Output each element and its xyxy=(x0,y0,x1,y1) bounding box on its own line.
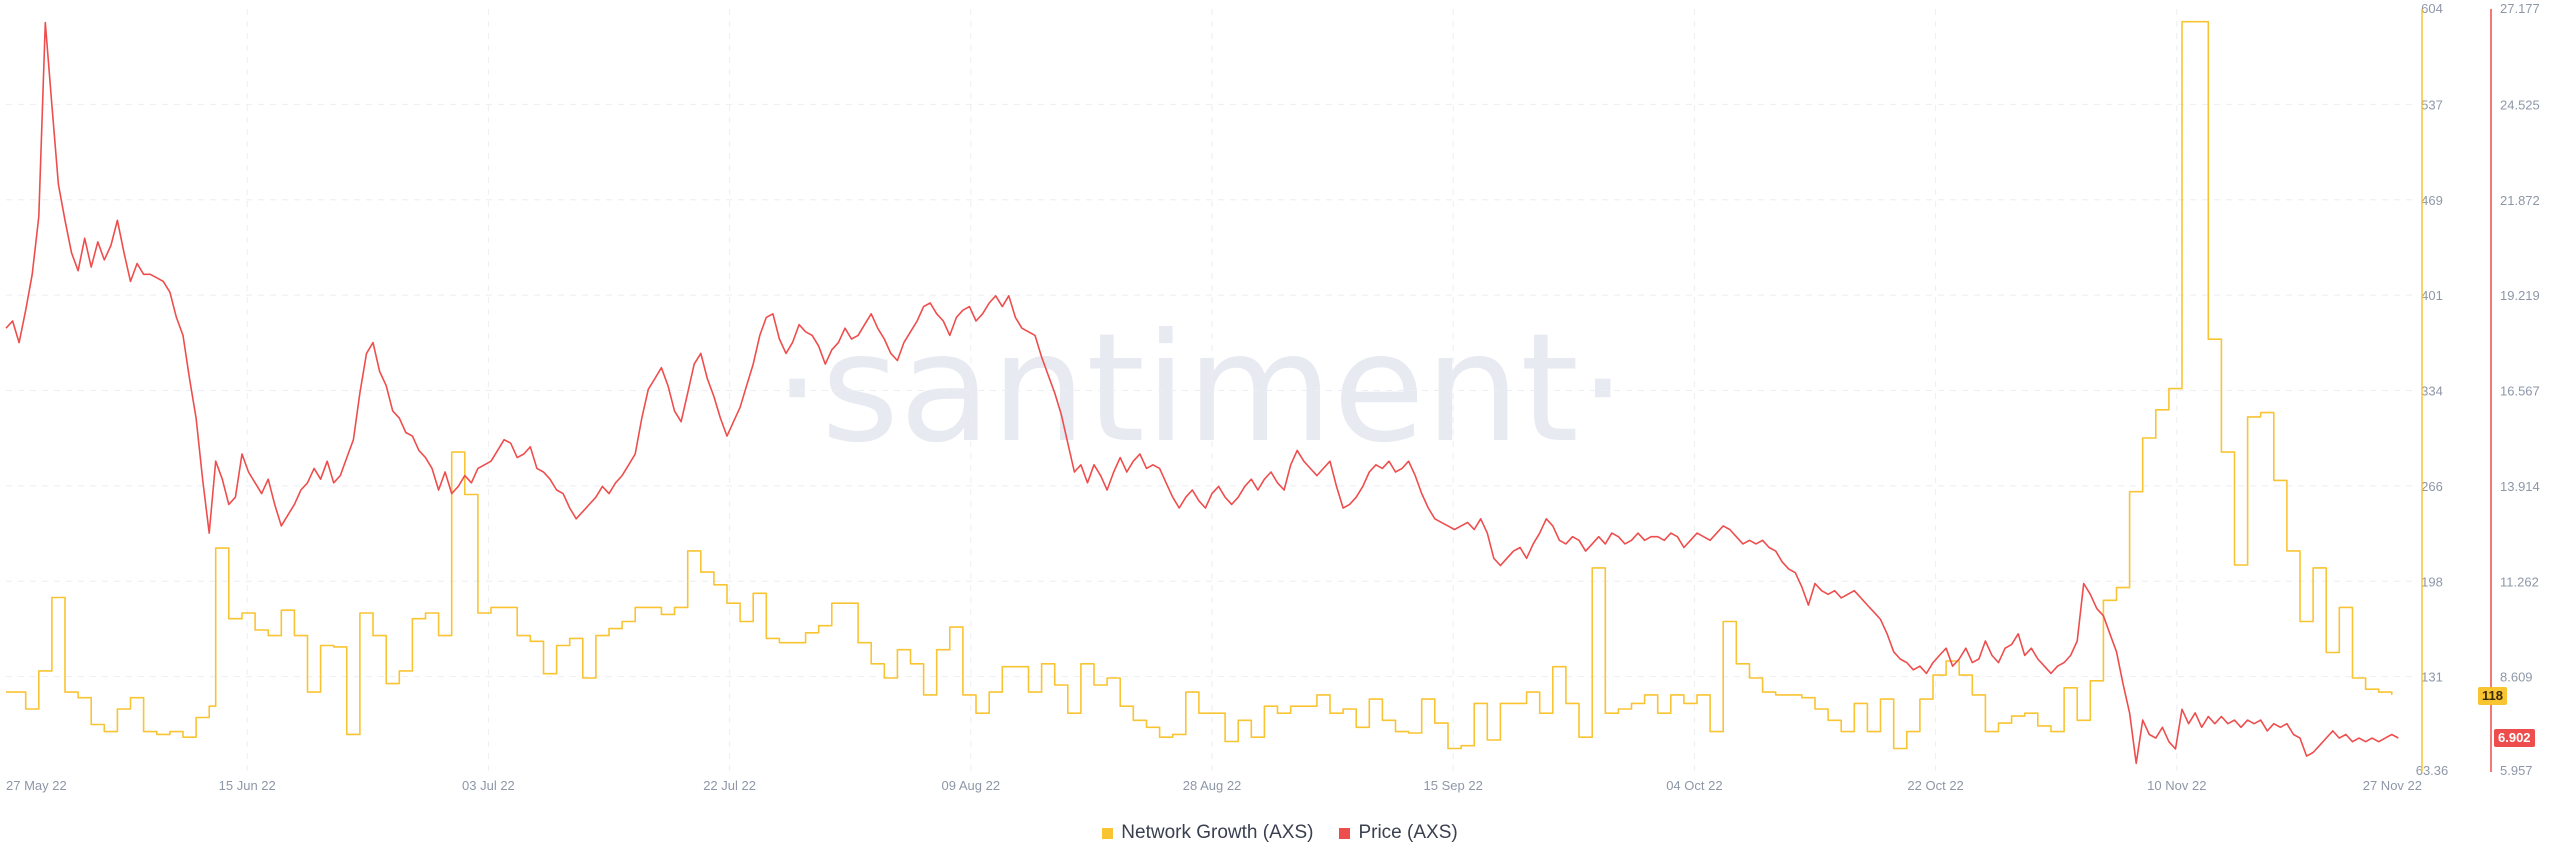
right-axis-tick-label: 5.957 xyxy=(2500,763,2533,778)
network-growth-current-badge: 118 xyxy=(2478,687,2507,705)
right-axis-tick-label: 19.219 xyxy=(2500,288,2540,303)
grid xyxy=(6,9,2418,772)
x-axis-tick-label: 09 Aug 22 xyxy=(942,778,1001,793)
right-axis-tick-label: 13.914 xyxy=(2500,479,2540,494)
right-axis-tick-label: 16.567 xyxy=(2500,384,2540,399)
network-growth-line xyxy=(6,20,2393,750)
x-axis-tick-label: 15 Sep 22 xyxy=(1424,778,1483,793)
left-axis-tick-label: 131 xyxy=(2421,670,2443,685)
x-axis-tick-label: 22 Oct 22 xyxy=(1907,778,1963,793)
x-axis-tick-label: 28 Aug 22 xyxy=(1183,778,1242,793)
series-layer xyxy=(5,20,2399,765)
right-axis-tick-label: 11.262 xyxy=(2500,574,2539,589)
left-axis-tick-label: 469 xyxy=(2421,193,2443,208)
left-axis-tick-label: 198 xyxy=(2421,574,2443,589)
x-axis-tick-label: 04 Oct 22 xyxy=(1666,778,1722,793)
santiment-watermark: ·santiment· xyxy=(773,302,1626,476)
left-axis-tick-label: 266 xyxy=(2421,479,2443,494)
legend-label: Price (AXS) xyxy=(1358,822,1458,843)
legend-label: Network Growth (AXS) xyxy=(1121,822,1314,843)
axes: 604 537 469 401 334 266 198 131 63.36 27.177 24.52… xyxy=(6,1,2540,793)
right-axis-tick-label: 21.872 xyxy=(2500,193,2540,208)
x-axis-tick-label: 15 Jun 22 xyxy=(219,778,276,793)
network-growth-swatch-icon xyxy=(1102,827,1114,839)
x-axis-tick-label: 10 Nov 22 xyxy=(2147,778,2206,793)
price-swatch-icon xyxy=(1339,827,1351,839)
legend: Network Growth (AXS) Price (AXS) xyxy=(0,822,2560,844)
left-axis-tick-label: 334 xyxy=(2421,384,2443,399)
right-axis-tick-label: 24.525 xyxy=(2500,97,2540,112)
x-axis-tick-label: 22 Jul 22 xyxy=(703,778,756,793)
price-current-badge: 6.902 xyxy=(2494,729,2535,747)
price-line xyxy=(5,21,2399,765)
x-axis-tick-label: 27 May 22 xyxy=(6,778,67,793)
right-axis-tick-label: 27.177 xyxy=(2500,1,2540,16)
legend-item-price[interactable]: Price (AXS) xyxy=(1339,822,1458,844)
right-axis-tick-label: 8.609 xyxy=(2500,670,2533,685)
left-axis-tick-label: 401 xyxy=(2421,288,2443,303)
legend-item-network-growth[interactable]: Network Growth (AXS) xyxy=(1102,822,1313,844)
left-axis-tick-label: 63.36 xyxy=(2416,763,2449,778)
x-axis-tick-label: 03 Jul 22 xyxy=(462,778,515,793)
x-axis-tick-label: 27 Nov 22 xyxy=(2363,778,2422,793)
left-axis-tick-label: 604 xyxy=(2421,1,2443,16)
left-axis-tick-label: 537 xyxy=(2421,97,2443,112)
